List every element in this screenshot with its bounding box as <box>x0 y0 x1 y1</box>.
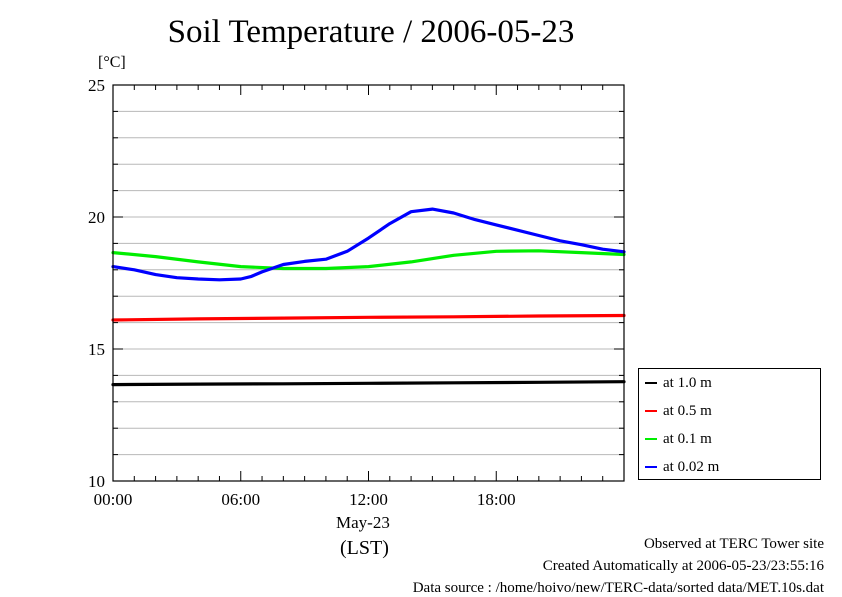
y-axis-unit-label: [°C] <box>98 54 126 71</box>
plot-frame <box>112 84 625 482</box>
y-tick-label: 25 <box>88 76 105 95</box>
footer-created-text: Created Automatically at 2006-05-23/23:5… <box>542 558 824 574</box>
legend-label: at 0.1 m <box>663 430 712 447</box>
footer-source-text: Data source : /home/hoivo/new/TERC-data/… <box>412 580 824 596</box>
legend-label: at 0.5 m <box>663 402 712 419</box>
axis-ticks: 10 15 20 25 00:00 06:00 12:00 18:00 <box>88 76 625 509</box>
x-axis-date-label: May-23 <box>336 513 390 532</box>
footer-observed-text: Observed at TERC Tower site <box>643 536 824 552</box>
legend-swatch <box>645 382 657 384</box>
legend-swatch <box>645 466 657 468</box>
x-axis-timezone-label: (LST) <box>340 537 389 559</box>
x-tick-label: 00:00 <box>94 490 133 509</box>
series-line-1 <box>111 313 626 322</box>
legend-label: at 1.0 m <box>663 374 712 391</box>
series-line-3 <box>111 207 626 282</box>
series-line-2 <box>111 249 626 271</box>
legend-label: at 0.02 m <box>663 458 720 475</box>
legend-swatch <box>645 438 657 440</box>
x-tick-label: 18:00 <box>477 490 516 509</box>
chart-title: Soil Temperature / 2006-05-23 <box>167 14 575 50</box>
grid-lines <box>113 110 624 456</box>
series-line-0 <box>111 380 626 387</box>
y-tick-label: 10 <box>88 472 105 491</box>
y-tick-label: 20 <box>88 208 105 227</box>
x-tick-label: 06:00 <box>221 490 260 509</box>
legend-item-0-1m: at 0.1 m <box>645 429 712 449</box>
legend-item-1-0m: at 1.0 m <box>645 373 712 393</box>
series-layer <box>111 207 626 387</box>
legend-item-0-5m: at 0.5 m <box>645 401 712 421</box>
y-tick-label: 15 <box>88 340 105 359</box>
legend-item-0-02m: at 0.02 m <box>645 457 719 477</box>
legend-swatch <box>645 410 657 412</box>
legend: at 1.0 m at 0.5 m at 0.1 m at 0.02 m <box>638 368 821 480</box>
x-tick-label: 12:00 <box>349 490 388 509</box>
